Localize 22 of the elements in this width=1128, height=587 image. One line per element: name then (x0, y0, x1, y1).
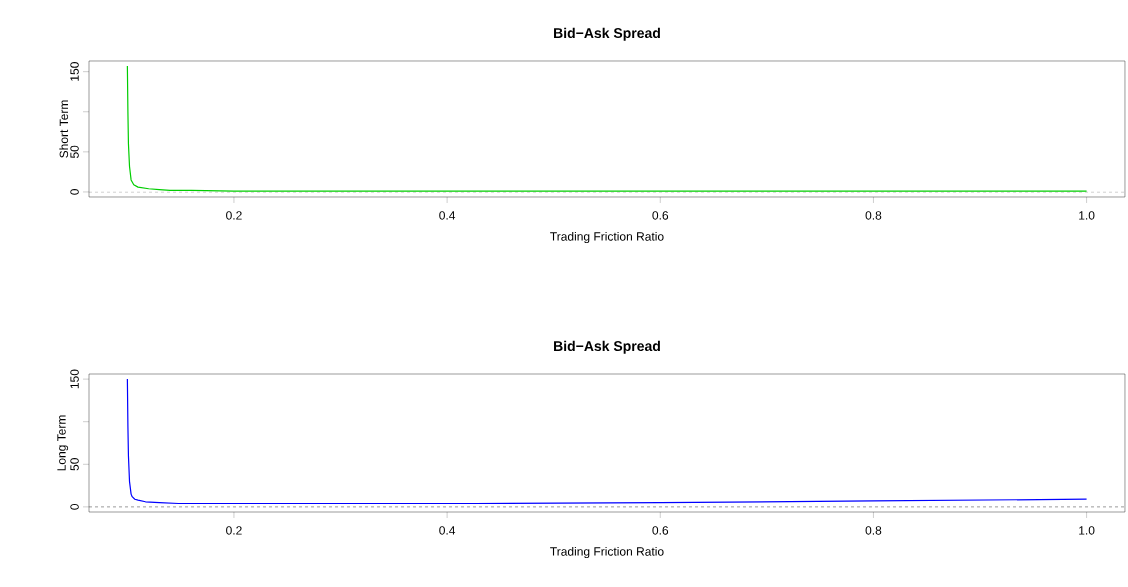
y-tick-label: 50 (70, 458, 79, 471)
x-tick-label: 0.6 (652, 211, 669, 220)
y-tick-label: 150 (70, 369, 79, 389)
chart-title: Bid−Ask Spread (554, 340, 660, 354)
y-axis-title: Short Term (59, 100, 69, 158)
y-tick-label: 150 (70, 62, 79, 81)
x-tick-label: 0.2 (226, 211, 242, 220)
x-tick-label: 0.4 (439, 211, 456, 220)
y-tick-label: 0 (70, 189, 79, 195)
x-tick-label: 1.0 (1079, 211, 1095, 220)
x-tick-label: 0.2 (226, 526, 242, 535)
x-tick-label: 0.4 (439, 526, 456, 535)
x-tick-label: 1.0 (1079, 526, 1095, 535)
x-tick-label: 0.8 (865, 211, 882, 220)
y-tick-label: 50 (70, 145, 79, 159)
chart-title: Bid−Ask Spread (554, 27, 660, 41)
x-axis-title: Trading Friction Ratio (550, 546, 664, 559)
x-tick-label: 0.6 (652, 526, 669, 535)
y-tick-label: 0 (70, 504, 79, 510)
x-tick-label: 0.8 (865, 526, 882, 535)
y-axis-title: Long Term (57, 415, 69, 471)
x-axis-title: Trading Friction Ratio (550, 231, 664, 244)
